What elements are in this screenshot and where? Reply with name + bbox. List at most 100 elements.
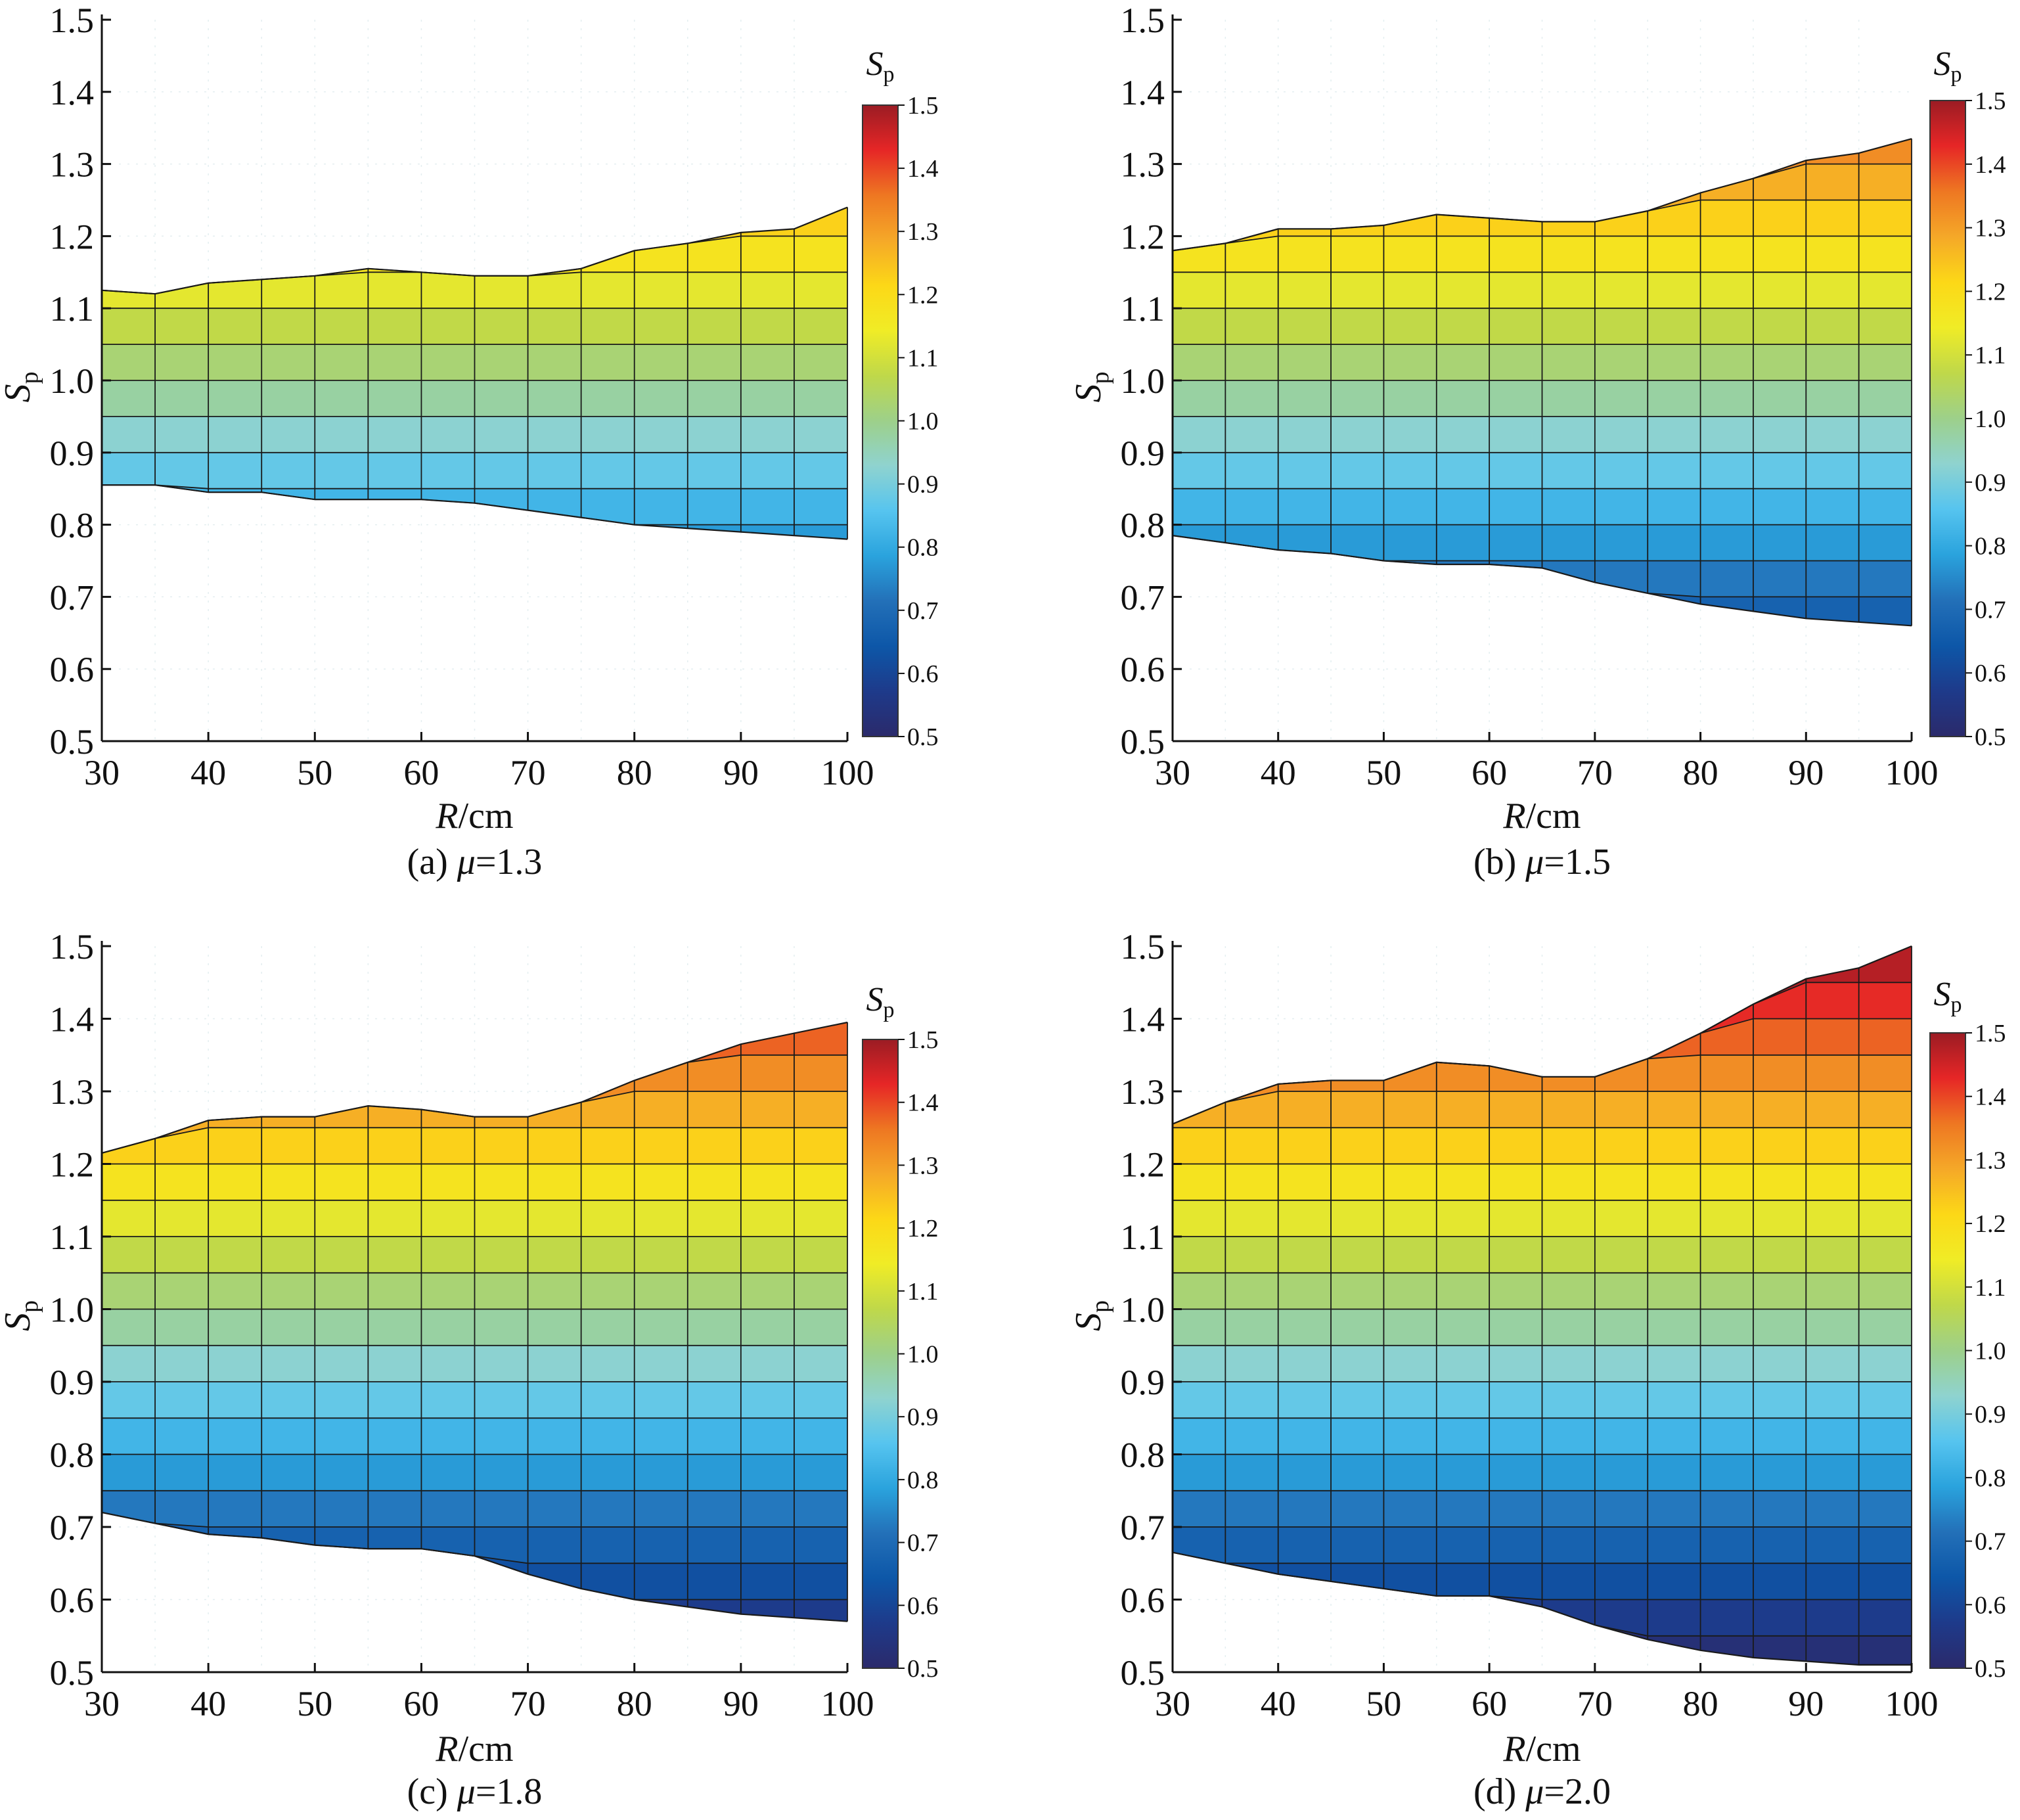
- x-tick-label: 70: [1577, 753, 1613, 792]
- colorbar-tick-label: 1.2: [907, 281, 939, 309]
- colorbar-tick-label: 1.0: [907, 408, 939, 436]
- colorbar-gradient: [1929, 100, 1966, 737]
- surface-top-edge: [1172, 138, 1912, 252]
- y-tick-label: 1.5: [50, 927, 95, 967]
- colorbar-title: Sp: [866, 45, 895, 87]
- x-tick-label: 80: [617, 753, 652, 792]
- y-tick-label: 0.5: [50, 1653, 95, 1693]
- y-tick-label: 0.5: [50, 722, 95, 762]
- x-axis-label: R/cm: [1502, 796, 1581, 836]
- x-tick-label: 60: [403, 753, 439, 792]
- colorbar-tick-label: 0.5: [907, 723, 939, 751]
- x-tick-label: 80: [1683, 1684, 1718, 1723]
- y-axis-label: Sp: [0, 372, 43, 403]
- colorbar-tick-label: 1.1: [1975, 342, 2006, 369]
- colorbar-tick-label: 1.5: [1975, 87, 2006, 115]
- colorbar: 0.5 0.6 0.7 0.8 0.9 1.0 1.1 1.2 1.3 1.4 1.5 Sp: [1929, 45, 2006, 751]
- x-tick-label: 100: [1885, 753, 1939, 792]
- x-tick-label: 50: [1366, 753, 1401, 792]
- x-tick-label: 60: [1471, 753, 1507, 792]
- colorbar-gradient: [1929, 1032, 1966, 1669]
- x-tick-label: 80: [1683, 753, 1718, 792]
- x-tick-label: 70: [1577, 1684, 1613, 1723]
- y-tick-label: 1.3: [50, 1072, 95, 1112]
- contour-surface: [101, 206, 848, 540]
- colorbar-tick-label: 0.6: [1975, 660, 2006, 687]
- colorbar-tick-label: 0.5: [907, 1655, 939, 1683]
- y-tick-label: 0.8: [1121, 1436, 1165, 1475]
- x-tick-label: 60: [403, 1684, 439, 1723]
- x-tick-label: 40: [1261, 1684, 1296, 1723]
- x-axis-label: R/cm: [435, 1729, 513, 1769]
- y-tick-label: 1.3: [1121, 145, 1165, 185]
- y-tick-label: 0.5: [1121, 722, 1165, 762]
- surface-bottom-edge: [101, 1511, 848, 1622]
- colorbar-tick-label: 0.8: [907, 534, 939, 562]
- x-tick-label: 30: [84, 753, 120, 792]
- colorbar-tick-label: 0.5: [1975, 1655, 2006, 1683]
- x-tick-label: 30: [1155, 753, 1190, 792]
- y-tick-label: 1.1: [50, 1217, 95, 1257]
- x-tick-label: 30: [1155, 1684, 1190, 1723]
- y-tick-label: 1.5: [1121, 927, 1165, 967]
- colorbar-tick-label: 0.6: [907, 1592, 939, 1620]
- colorbar: 0.5 0.6 0.7 0.8 0.9 1.0 1.1 1.2 1.3 1.4 1.5 Sp: [862, 45, 939, 751]
- colorbar-tick-label: 0.8: [1975, 1465, 2006, 1492]
- y-tick-label: 0.5: [1121, 1653, 1165, 1693]
- colorbar-tick-label: 0.7: [1975, 1528, 2006, 1556]
- colorbar-tick-label: 1.0: [907, 1341, 939, 1369]
- surface-bottom-edge: [1172, 1551, 1912, 1666]
- x-tick-label: 90: [723, 1684, 759, 1723]
- colorbar-gradient: [862, 1039, 899, 1669]
- x-tick-label: 60: [1471, 1684, 1507, 1723]
- x-tick-label: 90: [1788, 1684, 1824, 1723]
- colorbar: 0.5 0.6 0.7 0.8 0.9 1.0 1.1 1.2 1.3 1.4 1.5 Sp: [862, 981, 939, 1683]
- colorbar-tick-label: 1.5: [907, 1026, 939, 1054]
- y-tick-label: 1.0: [1121, 1290, 1165, 1330]
- y-tick-label: 0.9: [1121, 1363, 1165, 1402]
- colorbar-tick-label: 0.9: [907, 1403, 939, 1431]
- y-axis-label: Sp: [0, 1300, 43, 1331]
- x-tick-label: 80: [617, 1684, 652, 1723]
- y-tick-label: 1.1: [1121, 1217, 1165, 1257]
- colorbar-tick-label: 1.3: [1975, 1147, 2006, 1174]
- colorbar-tick-label: 0.6: [1975, 1591, 2006, 1619]
- y-tick-label: 0.8: [1121, 506, 1165, 545]
- colorbar-tick-label: 1.2: [907, 1215, 939, 1242]
- y-tick-label: 0.9: [1121, 434, 1165, 473]
- y-tick-label: 1.5: [50, 1, 95, 40]
- colorbar-tick-label: 0.8: [1975, 533, 2006, 560]
- colorbar-tick-label: 1.3: [907, 1152, 939, 1179]
- contour-surface: [1172, 945, 1912, 1666]
- y-tick-label: 1.2: [50, 217, 95, 256]
- colorbar-tick-label: 1.0: [1975, 1338, 2006, 1365]
- contour-surface: [1172, 138, 1912, 627]
- colorbar-tick-label: 1.1: [1975, 1274, 2006, 1302]
- y-tick-label: 1.1: [1121, 289, 1165, 329]
- x-tick-label: 70: [510, 1684, 546, 1723]
- axes: 0.5 0.6 0.7 0.8 0.9 1.0 1.1 1.2 1.3 1.4 1.5 30 40 50 6…: [1121, 927, 1939, 1723]
- colorbar-tick-label: 0.5: [1975, 723, 2006, 751]
- colorbar-tick-label: 1.5: [1975, 1020, 2006, 1047]
- x-tick-label: 70: [510, 753, 546, 792]
- colorbar-tick-label: 0.8: [907, 1467, 939, 1494]
- y-tick-label: 1.4: [1121, 1000, 1165, 1039]
- colorbar-tick-label: 1.4: [907, 1089, 939, 1117]
- x-tick-label: 90: [1788, 753, 1824, 792]
- colorbar-tick-label: 1.3: [1975, 215, 2006, 242]
- x-axis-label: R/cm: [1502, 1729, 1581, 1769]
- panel-caption: (c) μ=1.8: [407, 1771, 543, 1812]
- y-tick-label: 1.4: [50, 1000, 95, 1039]
- axes: 0.5 0.6 0.7 0.8 0.9 1.0 1.1 1.2 1.3 1.4 1.5 30 40 50 6…: [50, 927, 874, 1723]
- y-tick-label: 0.7: [50, 578, 95, 617]
- axes: 0.5 0.6 0.7 0.8 0.9 1.0 1.1 1.2 1.3 1.4 1.5 30 40 50 6…: [1121, 1, 1939, 792]
- colorbar-tick-label: 1.0: [1975, 405, 2006, 433]
- x-tick-label: 50: [297, 1684, 332, 1723]
- y-tick-label: 0.9: [50, 1363, 95, 1402]
- panel-caption: (d) μ=2.0: [1473, 1771, 1611, 1812]
- contour-panel-d: 0.5 0.6 0.7 0.8 0.9 1.0 1.1 1.2 1.3 1.4 1.5 30 40 50 6…: [1068, 927, 2006, 1812]
- x-tick-label: 100: [821, 1684, 874, 1723]
- y-tick-label: 0.7: [1121, 578, 1165, 617]
- x-tick-label: 40: [1261, 753, 1296, 792]
